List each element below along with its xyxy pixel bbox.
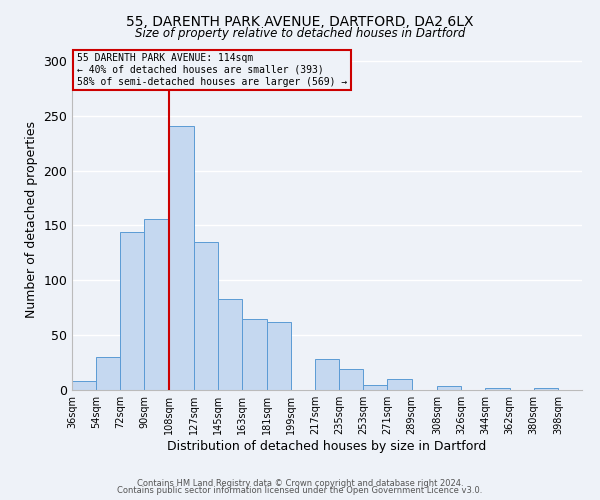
- Bar: [145, 219, 169, 390]
- Text: Contains public sector information licensed under the Open Government Licence v3: Contains public sector information licen…: [118, 486, 482, 495]
- Bar: [242, 318, 266, 390]
- Bar: [339, 369, 363, 390]
- Bar: [266, 322, 291, 390]
- X-axis label: Distribution of detached houses by size in Dartford: Distribution of detached houses by size …: [167, 440, 487, 453]
- Text: 55 DARENTH PARK AVENUE: 114sqm
← 40% of detached houses are smaller (393)
58% of: 55 DARENTH PARK AVENUE: 114sqm ← 40% of …: [77, 54, 347, 86]
- Text: Size of property relative to detached houses in Dartford: Size of property relative to detached ho…: [135, 28, 465, 40]
- Bar: [315, 360, 339, 390]
- Bar: [485, 388, 509, 390]
- Text: 55, DARENTH PARK AVENUE, DARTFORD, DA2 6LX: 55, DARENTH PARK AVENUE, DARTFORD, DA2 6…: [126, 15, 474, 29]
- Y-axis label: Number of detached properties: Number of detached properties: [25, 122, 38, 318]
- Bar: [363, 384, 388, 390]
- Bar: [437, 386, 461, 390]
- Text: Contains HM Land Registry data © Crown copyright and database right 2024.: Contains HM Land Registry data © Crown c…: [137, 478, 463, 488]
- Bar: [194, 242, 218, 390]
- Bar: [169, 126, 194, 390]
- Bar: [533, 388, 558, 390]
- Bar: [72, 381, 96, 390]
- Bar: [96, 357, 121, 390]
- Bar: [388, 379, 412, 390]
- Bar: [218, 299, 242, 390]
- Bar: [121, 232, 145, 390]
